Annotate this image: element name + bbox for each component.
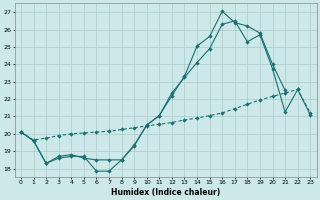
X-axis label: Humidex (Indice chaleur): Humidex (Indice chaleur) <box>111 188 220 197</box>
